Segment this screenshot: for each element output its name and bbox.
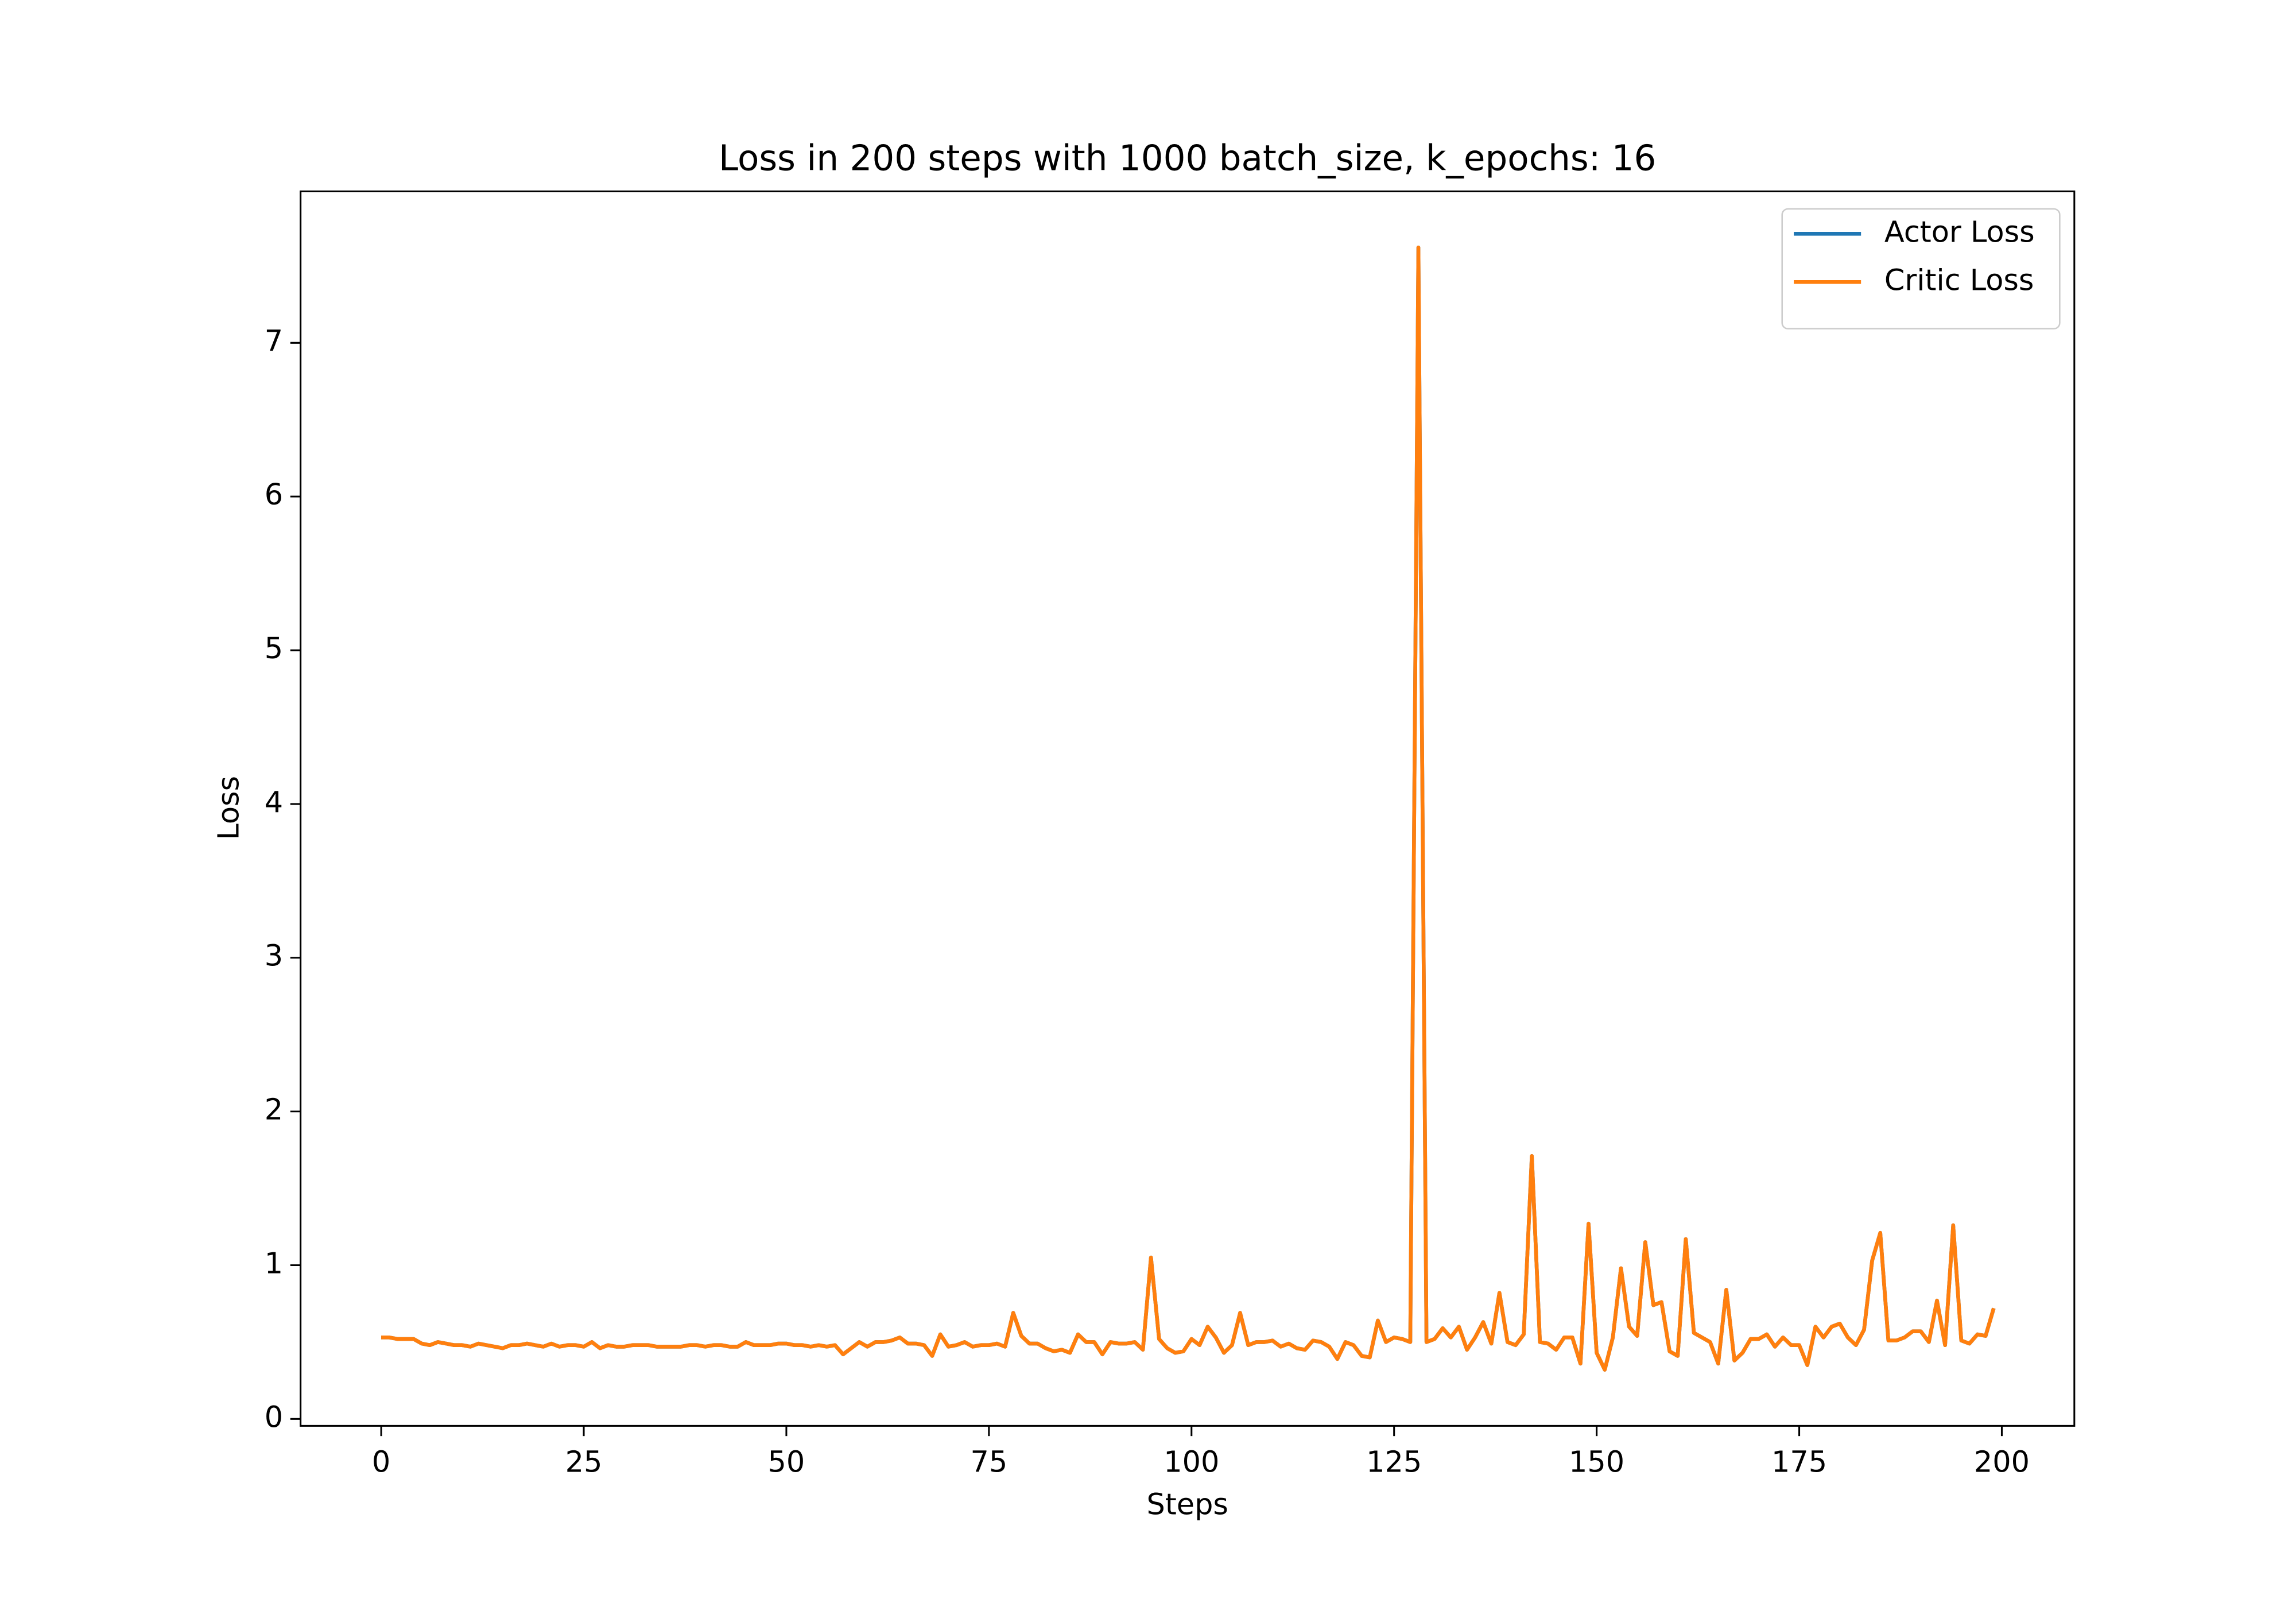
y-tick-label: 4 [265, 786, 283, 820]
line-series [381, 245, 1996, 1372]
x-tick-label: 200 [1974, 1446, 2030, 1480]
y-tick-label: 1 [265, 1247, 283, 1280]
y-tick-label: 6 [265, 478, 283, 512]
legend-box [1781, 208, 2061, 329]
y-axis-label: Loss [212, 776, 246, 840]
y-tick-label: 3 [265, 940, 283, 973]
plot-frame [300, 190, 2076, 1427]
y-tick-label: 5 [265, 632, 283, 666]
x-tick-label: 175 [1771, 1446, 1827, 1480]
x-tick-label: 150 [1569, 1446, 1624, 1480]
legend-label: Critic Loss [1884, 263, 2034, 297]
x-tick-label: 75 [970, 1446, 1007, 1480]
legend-label: Actor Loss [1884, 215, 2035, 249]
chart-title: Loss in 200 steps with 1000 batch_size, … [719, 138, 1656, 179]
x-tick-label: 125 [1366, 1446, 1422, 1480]
x-tick-label: 100 [1163, 1446, 1219, 1480]
y-tick-label: 7 [265, 324, 283, 358]
x-tick-label: 25 [565, 1446, 603, 1480]
x-tick-label: 0 [372, 1446, 390, 1480]
x-tick-label: 50 [768, 1446, 805, 1480]
x-axis-label: Steps [1147, 1488, 1228, 1521]
y-tick-label: 0 [265, 1400, 283, 1434]
y-tick-label: 2 [265, 1093, 283, 1127]
